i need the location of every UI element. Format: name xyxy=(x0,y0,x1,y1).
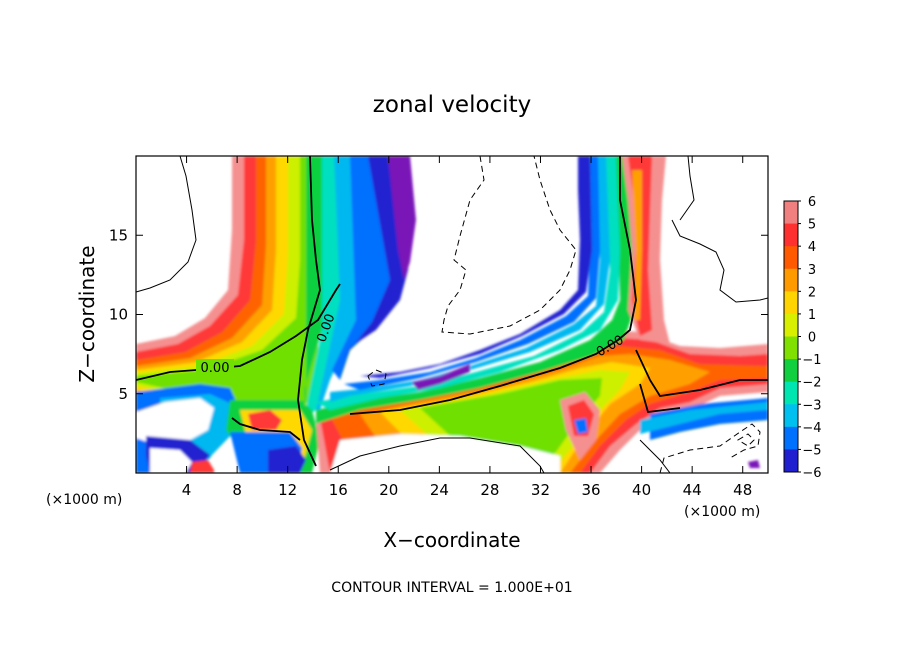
colorbar-label: −3 xyxy=(802,398,821,413)
colorbar-label: 3 xyxy=(808,263,816,278)
shear-hole xyxy=(330,434,560,473)
contour-zero-right xyxy=(635,349,768,397)
lower-hole2 xyxy=(150,448,192,473)
x-axis-label: X−coordinate xyxy=(383,528,520,552)
ridge-amber xyxy=(632,170,642,320)
colorbar-swatch xyxy=(784,359,798,383)
x-tick-label: 24 xyxy=(430,481,449,499)
x-tick-label: 44 xyxy=(683,481,702,499)
colorbar-label: −2 xyxy=(802,376,821,391)
colorbar-label: −1 xyxy=(802,353,821,368)
colorbar-swatch xyxy=(784,313,798,337)
y-axis-label: Z−coordinate xyxy=(75,245,99,382)
contour-pos-thin-bottom xyxy=(329,437,545,473)
lower-hot-dot xyxy=(190,460,214,473)
band-left-green xyxy=(136,156,318,410)
y-tick-label: 10 xyxy=(109,306,128,324)
contour-zero-inner xyxy=(231,417,301,441)
colorbar: 6 5 4 3 2 1 0 −1 −2 −3 −4 −5 −6 xyxy=(783,195,822,481)
contour-zero-column xyxy=(297,156,321,467)
br-cyan xyxy=(640,402,768,434)
shear-blue-blob xyxy=(574,418,588,434)
contour-neg-dash4 xyxy=(737,433,755,447)
x-tick-label: 12 xyxy=(278,481,297,499)
colorbar-swatch xyxy=(784,449,798,473)
x-tick-label: 20 xyxy=(379,481,398,499)
colorbar-label: 1 xyxy=(808,308,816,323)
contour-zero-bottom xyxy=(639,383,681,413)
contour-zero-shear xyxy=(349,156,637,415)
x-tick-label: 16 xyxy=(329,481,348,499)
contour-interval-note: CONTOUR INTERVAL = 1.000E+01 xyxy=(331,580,572,596)
contour-neg-dash2 xyxy=(367,369,387,387)
colorbar-swatch xyxy=(784,381,798,405)
velocity-field: 0.00 0.00 0.00 xyxy=(136,156,768,473)
x-tick-label: 4 xyxy=(182,481,192,499)
neg-layer-green xyxy=(316,156,634,424)
contour-pos-thin-left xyxy=(136,156,197,293)
colorbar-swatch xyxy=(784,223,798,247)
lower-white-hole xyxy=(136,398,214,445)
colorbar-label: 0 xyxy=(808,331,816,346)
colorbar-label: −5 xyxy=(802,443,821,458)
chart-title: zonal velocity xyxy=(373,92,531,118)
x-tick-label: 28 xyxy=(480,481,499,499)
contour-pos-thin-right xyxy=(671,219,768,303)
colorbar-label: 6 xyxy=(808,195,816,210)
colorbar-label: 2 xyxy=(808,285,816,300)
lower-red-blob xyxy=(248,410,282,430)
x-unit-right: (×1000 m) xyxy=(684,504,760,520)
contour-pos-thin-br xyxy=(639,439,671,473)
colorbar-swatch xyxy=(784,268,798,292)
x-tick-label: 48 xyxy=(733,481,752,499)
x-tick-label: 32 xyxy=(531,481,550,499)
contour-pos-thin-right2 xyxy=(679,156,695,221)
colorbar-swatch xyxy=(784,336,798,360)
x-tick-label: 8 xyxy=(232,481,242,499)
y-tick-label: 5 xyxy=(118,385,128,403)
br-blob xyxy=(748,460,760,468)
colorbar-label: −6 xyxy=(802,466,821,481)
x-tick-label: 40 xyxy=(632,481,651,499)
colorbar-swatch xyxy=(784,246,798,270)
colorbar-label: 4 xyxy=(808,240,816,255)
contour-neg-dash3 xyxy=(659,423,761,473)
shear-red-blob2 xyxy=(568,400,594,436)
x-tick-label: 36 xyxy=(581,481,600,499)
colorbar-swatch xyxy=(784,426,798,450)
y-tick-label: 15 xyxy=(109,226,128,244)
colorbar-label: 5 xyxy=(808,218,816,233)
y-axis-ticks: 5 10 15 xyxy=(109,226,768,403)
colorbar-label: −4 xyxy=(802,421,821,436)
colorbar-swatch xyxy=(784,291,798,315)
lower-purple-mid xyxy=(268,446,306,473)
contour-label-zero-a: 0.00 xyxy=(201,361,230,376)
contour-lines xyxy=(136,156,768,473)
x-unit-left: (×1000 m) xyxy=(46,492,122,508)
contour-neg-dash1 xyxy=(441,156,577,335)
band-col-violet xyxy=(388,156,416,280)
colorbar-swatch xyxy=(784,201,798,225)
contour-zero-left xyxy=(136,283,341,381)
colorbar-swatch xyxy=(784,404,798,428)
neg-layer-violet xyxy=(412,364,470,390)
x-axis-ticks: 4 8 12 16 20 24 28 32 36 40 44 48 xyxy=(182,156,752,499)
